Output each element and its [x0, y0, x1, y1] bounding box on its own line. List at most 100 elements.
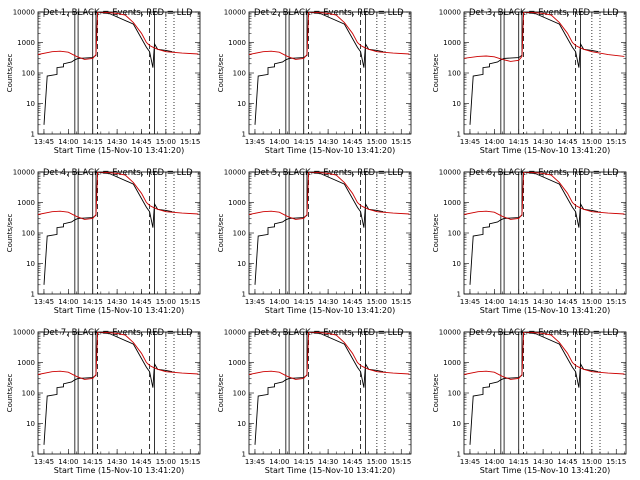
lld-series-line — [249, 172, 410, 220]
lld-series-line — [464, 332, 625, 380]
x-axis-label: Start Time (15-Nov-10 13:41:20) — [480, 466, 610, 475]
events-series-line — [254, 12, 384, 125]
y-tick-label: 1 — [242, 131, 246, 139]
x-axis-label: Start Time (15-Nov-10 13:41:20) — [265, 306, 395, 315]
y-tick-label: 1 — [31, 451, 35, 459]
y-tick-label: 10 — [452, 420, 461, 428]
chart-panel: Det 4, BLACK = Events, RED = LLD Start Ti… — [6, 168, 201, 315]
x-tick-label: 13:45 — [34, 458, 54, 466]
plot-frame — [248, 11, 412, 135]
x-tick-label: 14:30 — [318, 458, 338, 466]
x-tick-label: 13:45 — [460, 138, 480, 146]
x-tick-label: 13:45 — [460, 298, 480, 306]
y-tick-label: 10000 — [13, 9, 35, 17]
events-series-line — [469, 332, 599, 445]
y-tick-label: 10000 — [439, 9, 461, 17]
x-tick-label: 15:00 — [582, 138, 602, 146]
x-tick-label: 14:45 — [131, 298, 151, 306]
y-axis-label: Counts/sec — [6, 54, 14, 93]
y-tick-label: 1 — [242, 291, 246, 299]
y-tick-label: 1000 — [443, 359, 461, 367]
y-tick-label: 1000 — [228, 39, 246, 47]
chart-title: Det 1, BLACK = Events, RED = LLD — [43, 8, 193, 18]
x-tick-label: 14:45 — [131, 458, 151, 466]
x-tick-label: 15:15 — [180, 138, 200, 146]
x-tick-label: 15:15 — [606, 458, 626, 466]
events-series-line — [469, 12, 599, 125]
x-tick-label: 15:00 — [156, 298, 176, 306]
x-tick-label: 15:00 — [156, 458, 176, 466]
plot-frame — [463, 11, 627, 135]
events-series-line — [469, 172, 599, 285]
plot-frame — [37, 171, 201, 295]
y-tick-label: 1000 — [228, 199, 246, 207]
events-series-line — [43, 332, 173, 445]
x-tick-label: 14:15 — [294, 458, 314, 466]
x-tick-label: 14:45 — [342, 298, 362, 306]
x-tick-label: 14:15 — [83, 298, 103, 306]
chart-title: Det 4, BLACK = Events, RED = LLD — [43, 168, 193, 178]
chart-panel: Det 1, BLACK = Events, RED = LLD Start Ti… — [6, 8, 201, 155]
y-axis-label: Counts/sec — [6, 374, 14, 413]
x-tick-label: 13:45 — [460, 458, 480, 466]
y-tick-label: 10000 — [224, 329, 246, 337]
y-tick-label: 100 — [233, 70, 246, 78]
x-tick-label: 14:30 — [533, 458, 553, 466]
x-tick-label: 15:00 — [156, 138, 176, 146]
x-tick-label: 15:00 — [367, 138, 387, 146]
x-tick-label: 14:15 — [83, 458, 103, 466]
y-tick-label: 1 — [457, 291, 461, 299]
x-tick-label: 14:30 — [107, 458, 127, 466]
chart-panel: Det 7, BLACK = Events, RED = LLD Start Ti… — [6, 328, 201, 475]
x-tick-label: 14:15 — [509, 298, 529, 306]
x-axis-label: Start Time (15-Nov-10 13:41:20) — [54, 306, 184, 315]
x-tick-label: 14:15 — [509, 458, 529, 466]
events-series-line — [43, 12, 173, 125]
y-axis-label: Counts/sec — [432, 214, 440, 253]
x-tick-label: 13:45 — [245, 458, 265, 466]
y-tick-label: 1 — [31, 131, 35, 139]
events-series-line — [254, 332, 384, 445]
y-tick-label: 10 — [237, 100, 246, 108]
x-tick-label: 13:45 — [34, 138, 54, 146]
lld-series-line — [38, 12, 199, 60]
y-axis-label: Counts/sec — [432, 374, 440, 413]
x-tick-label: 14:00 — [484, 458, 504, 466]
x-tick-label: 14:00 — [58, 298, 78, 306]
x-tick-label: 14:15 — [294, 138, 314, 146]
x-tick-label: 14:30 — [107, 138, 127, 146]
y-tick-label: 1000 — [228, 359, 246, 367]
plot-frame — [37, 11, 201, 135]
x-axis-label: Start Time (15-Nov-10 13:41:20) — [480, 146, 610, 155]
x-axis-label: Start Time (15-Nov-10 13:41:20) — [265, 466, 395, 475]
y-tick-label: 1 — [457, 131, 461, 139]
y-axis-label: Counts/sec — [217, 214, 225, 253]
chart-panel: Det 8, BLACK = Events, RED = LLD Start Ti… — [217, 328, 412, 475]
y-tick-label: 1000 — [17, 199, 35, 207]
x-axis-label: Start Time (15-Nov-10 13:41:20) — [54, 146, 184, 155]
y-tick-label: 100 — [22, 230, 35, 238]
y-tick-label: 10000 — [439, 329, 461, 337]
y-tick-label: 10000 — [13, 329, 35, 337]
x-tick-label: 14:00 — [58, 138, 78, 146]
plot-frame — [463, 331, 627, 455]
x-tick-label: 14:15 — [83, 138, 103, 146]
plot-frame — [463, 171, 627, 295]
chart-panel: Det 2, BLACK = Events, RED = LLD Start Ti… — [217, 8, 412, 155]
plot-frame — [248, 171, 412, 295]
chart-panel: Det 6, BLACK = Events, RED = LLD Start Ti… — [432, 168, 627, 315]
y-tick-label: 1000 — [443, 39, 461, 47]
chart-panel: Det 5, BLACK = Events, RED = LLD Start Ti… — [217, 168, 412, 315]
x-tick-label: 15:15 — [606, 138, 626, 146]
x-tick-label: 14:30 — [318, 298, 338, 306]
y-tick-label: 100 — [448, 70, 461, 78]
y-tick-label: 100 — [22, 390, 35, 398]
y-tick-label: 10 — [26, 100, 35, 108]
x-axis-label: Start Time (15-Nov-10 13:41:20) — [480, 306, 610, 315]
x-tick-label: 15:15 — [391, 298, 411, 306]
y-tick-label: 1000 — [17, 359, 35, 367]
y-tick-label: 10 — [452, 100, 461, 108]
x-tick-label: 14:00 — [484, 298, 504, 306]
y-tick-label: 10 — [26, 260, 35, 268]
